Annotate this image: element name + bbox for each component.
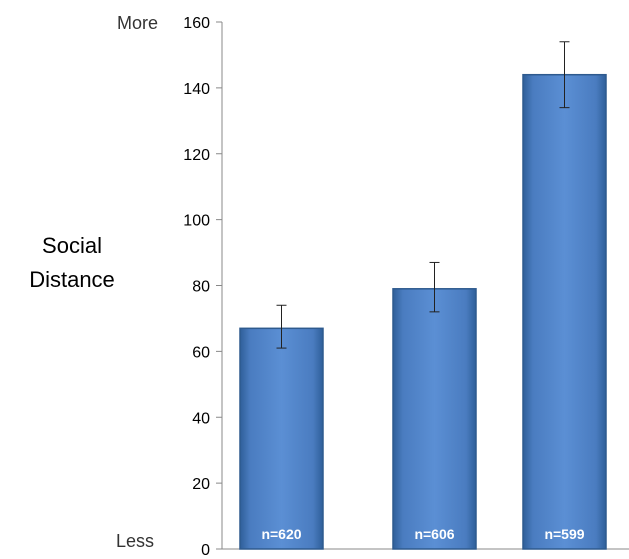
bar-n-label: n=620 [261, 526, 301, 542]
y-tick-label: 120 [183, 147, 210, 164]
y-axis-less-label: Less [116, 531, 154, 551]
y-tick-label: 140 [183, 81, 210, 98]
bar-n-label: n=599 [544, 526, 584, 542]
bar-n-label: n=606 [414, 526, 454, 542]
y-axis-more-label: More [117, 13, 158, 33]
y-tick-label: 40 [192, 410, 210, 427]
y-axis-ticks: 0 20 40 60 80 100 120 140 160 [183, 15, 222, 559]
y-tick-label: 0 [201, 542, 210, 559]
y-tick-label: 80 [192, 279, 210, 296]
bars: n=620 n=606 n=599 [239, 41, 607, 550]
y-axis-label-line-1: Social [42, 233, 102, 258]
bar [239, 327, 324, 550]
bar [392, 288, 477, 550]
y-axis-label-line-2: Distance [29, 267, 115, 292]
bar [522, 73, 607, 550]
y-tick-label: 20 [192, 476, 210, 493]
y-tick-label: 160 [183, 15, 210, 32]
y-tick-label: 60 [192, 344, 210, 361]
y-tick-label: 100 [183, 213, 210, 230]
